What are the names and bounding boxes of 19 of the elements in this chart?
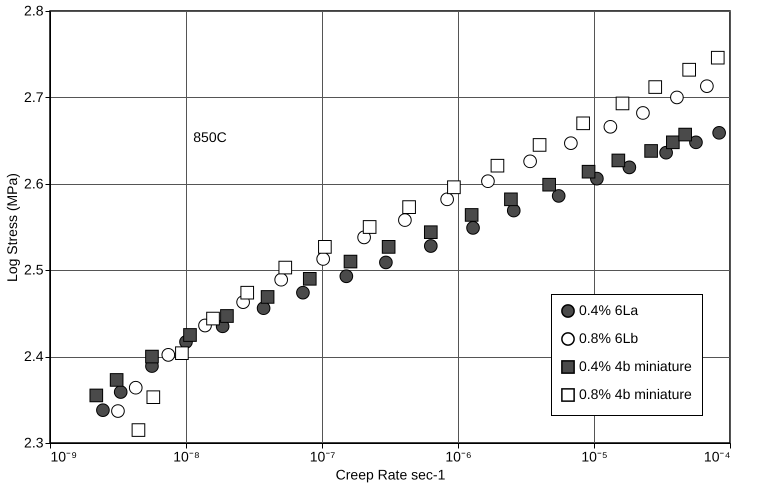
x-tick-label: 10⁻⁴: [704, 448, 730, 464]
x-tick-label: 10⁻⁹: [50, 448, 78, 464]
y-tick-label: 2.3: [24, 434, 44, 450]
y-axis-title: Log Stress (MPa): [4, 173, 20, 282]
x-tick-label: 10⁻⁶: [445, 448, 472, 464]
x-axis-title: Creep Rate sec-1: [336, 466, 446, 482]
x-tick-label: 10⁻⁵: [581, 448, 608, 464]
y-tick-label: 2.6: [24, 175, 44, 192]
x-tick-label: 10⁻⁷: [310, 448, 336, 464]
y-tick-label: 2.7: [24, 88, 44, 105]
legend-label: 0.8% 4b miniature: [579, 386, 692, 402]
x-tick-label: 10⁻⁸: [173, 448, 200, 464]
legend-label: 0.8% 6Lb: [579, 330, 638, 346]
y-tick-label: 2.8: [24, 2, 44, 18]
legend-label: 0.4% 6La: [579, 302, 638, 318]
annotation: 850C: [193, 129, 227, 145]
y-tick-label: 2.5: [24, 262, 44, 278]
legend-label: 0.4% 4b miniature: [579, 358, 692, 374]
y-tick-label: 2.4: [24, 348, 44, 364]
